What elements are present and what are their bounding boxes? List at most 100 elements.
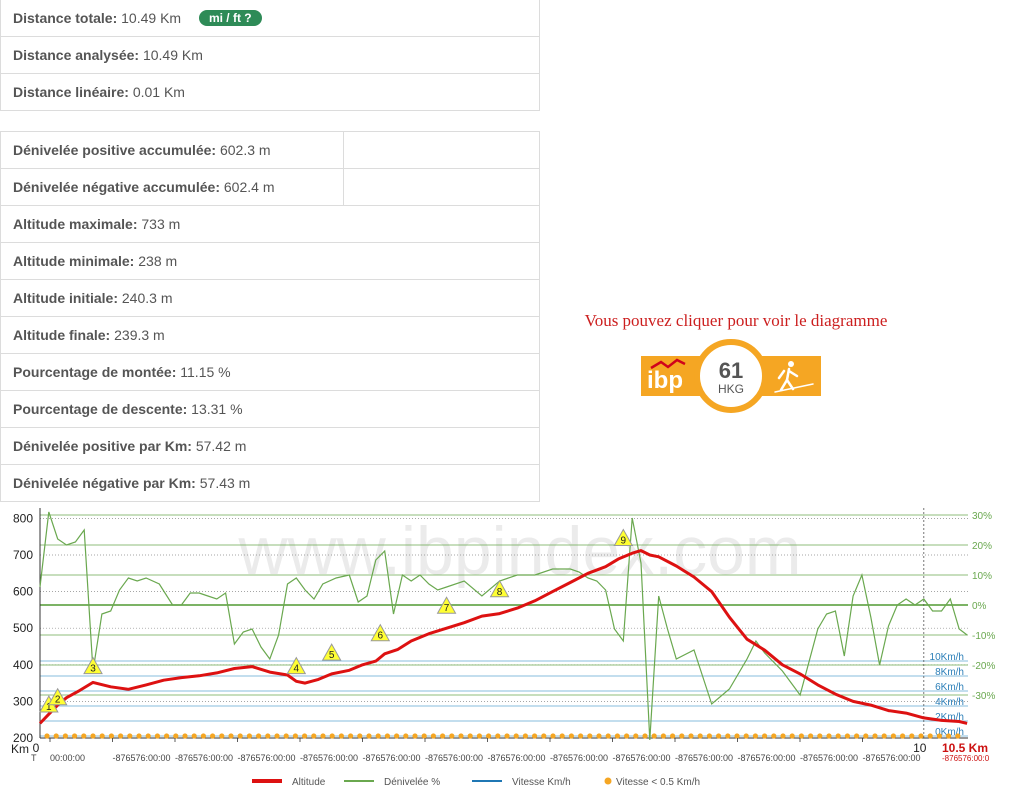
speed-tick-label: 0Km/h [935, 727, 964, 738]
elevation-table: Dénivelée positive accumulée: 602.3 m Dé… [0, 131, 540, 502]
slow-speed-dot [660, 733, 667, 739]
waypoint-label: 4 [294, 664, 300, 675]
waypoint-marker [489, 579, 510, 598]
ibp-diagram-link[interactable]: Vous pouvez cliquer pour voir le diagram… [584, 311, 888, 330]
y-tick-label: 600 [13, 585, 33, 599]
slow-speed-dot [918, 733, 924, 739]
slow-speed-dot [265, 733, 271, 739]
stat-label: Altitude finale: [13, 327, 111, 343]
x-tick-label: 0 [33, 741, 40, 755]
slow-speed-dots [44, 733, 961, 739]
slow-speed-dot [762, 733, 768, 739]
slow-speed-dot [486, 733, 492, 739]
stat-row: Pourcentage de descente: 13.31 % [0, 390, 540, 428]
slow-speed-dot [522, 733, 529, 739]
stat-value: 57.42 m [195, 438, 247, 454]
slow-speed-dot [412, 733, 418, 739]
stat-label: Dénivelée positive accumulée: [13, 142, 217, 158]
units-toggle-button[interactable]: mi / ft ? [198, 10, 262, 26]
slow-speed-dot [145, 733, 151, 739]
stat-value: 10.49 Km [121, 10, 182, 26]
chart-watermark: www.ibpindex.com [237, 513, 801, 589]
slow-speed-dot [789, 733, 795, 739]
slow-speed-dot [99, 733, 105, 739]
chart-legend: Altitude Dénivelée % Vitesse Km/h Vitesse <… [252, 777, 700, 788]
elevation-profile-chart[interactable]: www.ibpindex.com 200 300 400 500 600 700 800 3… [0, 500, 1017, 799]
speed-tick-label: 4Km/h [935, 697, 964, 708]
slow-speed-dot [458, 733, 464, 739]
slow-speed-dot [817, 733, 823, 739]
time-label: -876576:00:00 [425, 753, 483, 763]
slow-speed-dot [366, 733, 372, 739]
slow-speed-dot [256, 733, 262, 739]
slow-speed-dot [854, 733, 860, 739]
slow-speed-dot [697, 733, 703, 739]
stat-value: 733 m [141, 216, 181, 232]
x-axis: Km 10.5 Km -876576:00:0 T 0 10 00:00:00 -87… [11, 738, 990, 763]
time-label: -876576:00:00 [488, 753, 546, 763]
legend-swatch [604, 777, 612, 785]
slow-speed-dot [706, 733, 713, 739]
slow-speed-dot [311, 733, 317, 739]
slow-speed-dot [890, 733, 897, 739]
slow-speed-dot [72, 733, 78, 739]
slow-speed-dot [863, 733, 869, 739]
slow-speed-dot [403, 733, 409, 739]
slow-speed-dot [440, 733, 446, 739]
y-tick-label: 400 [13, 658, 33, 672]
slow-speed-dot [670, 733, 676, 739]
stat-label: Dénivelée négative accumulée: [13, 179, 220, 195]
slow-speed-dot [826, 733, 832, 739]
speed-axis: 10Km/h 8Km/h 6Km/h 4Km/h 2Km/h 0Km/h [930, 652, 964, 738]
slow-speed-dot [384, 733, 390, 739]
y-tick-label: 800 [13, 511, 33, 525]
waypoint-marker [613, 528, 634, 547]
speed-tick-label: 2Km/h [935, 712, 964, 723]
waypoint-label: 3 [90, 664, 96, 675]
time-label: -876576:00:00 [863, 753, 921, 763]
slow-speed-dot [292, 733, 298, 739]
y-tick-label: 500 [13, 621, 33, 635]
slow-speed-dot [550, 733, 556, 739]
slow-speed-dot [900, 733, 906, 739]
ibp-index-badge[interactable]: ibp 61 HKG [641, 338, 821, 414]
time-label: 00:00:00 [50, 753, 85, 763]
time-label: -876576:00:00 [363, 753, 421, 763]
slow-speed-dot [513, 733, 519, 739]
stat-label: Pourcentage de descente: [13, 401, 188, 417]
slow-speed-dot [191, 733, 197, 739]
time-label: -876576:00:00 [800, 753, 858, 763]
slow-speed-dot [614, 733, 621, 739]
slow-speed-dot [532, 733, 538, 739]
slow-speed-dot [430, 733, 436, 739]
time-label: -876576:00:00 [113, 753, 171, 763]
time-label: -876576:00:00 [613, 753, 671, 763]
stat-value: 0.01 Km [132, 84, 185, 100]
slow-speed-dot [302, 733, 308, 739]
slow-speed-dot [394, 733, 400, 739]
stat-row: Dénivelée négative par Km: 57.43 m [0, 464, 540, 502]
slow-speed-dot [108, 733, 114, 739]
slow-speed-dot [633, 733, 639, 739]
waypoint-marker [370, 623, 391, 642]
slow-speed-dot [541, 733, 547, 739]
x-axis-label: Km [11, 742, 29, 756]
slow-speed-dot [872, 733, 878, 739]
slow-speed-dot [771, 733, 777, 739]
stat-value: 57.43 m [199, 475, 251, 491]
y-tick-label: 700 [13, 548, 33, 562]
legend-label: Altitude [292, 777, 326, 788]
stat-row: Altitude finale: 239.3 m [0, 316, 540, 354]
slow-speed-dot [283, 733, 289, 739]
slow-speed-dot [798, 733, 805, 739]
stat-row: Distance linéaire: 0.01 Km [0, 73, 540, 111]
stat-row: Distance totale: 10.49 Km mi / ft ? [0, 0, 540, 37]
legend-label: Vitesse Km/h [512, 777, 571, 788]
ibp-score: 61 [719, 358, 743, 383]
slow-speed-dot [642, 733, 648, 739]
stat-row: Altitude maximale: 733 m [0, 205, 540, 243]
time-label: -876576:00:00 [675, 753, 733, 763]
slow-speed-dot [808, 733, 814, 739]
time-label: -876576:00:00 [238, 753, 296, 763]
time-label: -876576:00:00 [738, 753, 796, 763]
